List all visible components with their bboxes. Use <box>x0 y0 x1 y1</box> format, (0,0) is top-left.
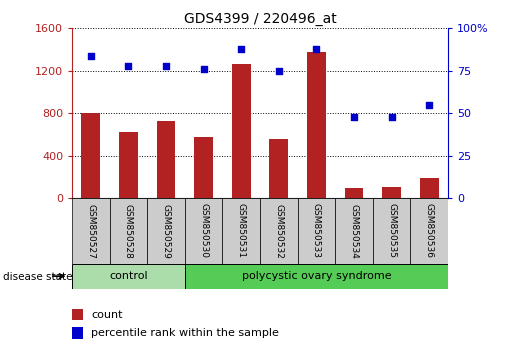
Bar <box>382 187 401 198</box>
FancyBboxPatch shape <box>222 198 260 264</box>
Point <box>312 46 320 52</box>
Text: GSM850529: GSM850529 <box>162 204 170 258</box>
Text: GSM850530: GSM850530 <box>199 204 208 258</box>
Text: disease state: disease state <box>3 272 72 282</box>
Bar <box>232 64 251 198</box>
FancyBboxPatch shape <box>298 198 335 264</box>
Bar <box>345 188 364 198</box>
Text: GSM850533: GSM850533 <box>312 204 321 258</box>
Text: polycystic ovary syndrome: polycystic ovary syndrome <box>242 272 391 281</box>
FancyBboxPatch shape <box>373 198 410 264</box>
Text: control: control <box>109 272 148 281</box>
Bar <box>72 309 83 320</box>
FancyBboxPatch shape <box>260 198 298 264</box>
Text: GSM850527: GSM850527 <box>87 204 95 258</box>
Point <box>350 114 358 120</box>
FancyBboxPatch shape <box>147 198 185 264</box>
Point <box>388 114 396 120</box>
FancyBboxPatch shape <box>72 198 110 264</box>
Text: count: count <box>91 310 123 320</box>
FancyBboxPatch shape <box>185 198 222 264</box>
FancyBboxPatch shape <box>72 264 185 289</box>
Text: GSM850534: GSM850534 <box>350 204 358 258</box>
Text: GSM850532: GSM850532 <box>274 204 283 258</box>
Point <box>425 102 434 108</box>
Text: GSM850531: GSM850531 <box>237 204 246 258</box>
Point <box>125 63 133 69</box>
Bar <box>420 178 439 198</box>
Title: GDS4399 / 220496_at: GDS4399 / 220496_at <box>184 12 336 26</box>
Point <box>237 46 245 52</box>
Bar <box>269 139 288 198</box>
Text: GSM850528: GSM850528 <box>124 204 133 258</box>
Bar <box>81 113 100 198</box>
Bar <box>119 132 138 198</box>
FancyBboxPatch shape <box>185 264 448 289</box>
Bar <box>157 121 176 198</box>
Point <box>200 66 208 72</box>
Bar <box>72 327 83 339</box>
FancyBboxPatch shape <box>410 198 448 264</box>
FancyBboxPatch shape <box>335 198 373 264</box>
FancyBboxPatch shape <box>110 198 147 264</box>
Text: percentile rank within the sample: percentile rank within the sample <box>91 328 279 338</box>
Text: GSM850535: GSM850535 <box>387 204 396 258</box>
Point <box>275 68 283 74</box>
Point <box>87 53 95 58</box>
Text: GSM850536: GSM850536 <box>425 204 434 258</box>
Bar <box>307 52 326 198</box>
Point <box>162 63 170 69</box>
Bar <box>194 137 213 198</box>
